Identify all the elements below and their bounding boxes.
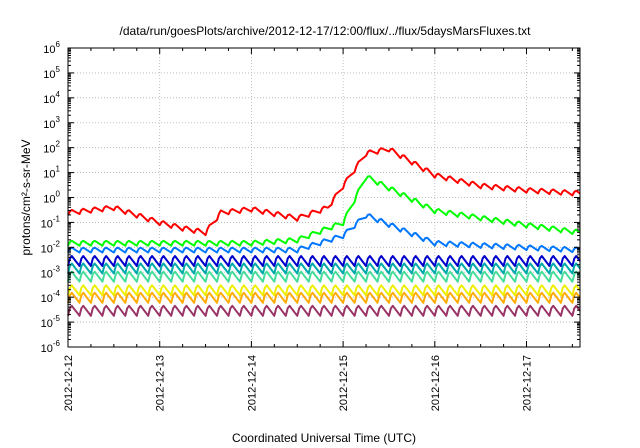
- x-tick-label: 2012-12-17: [522, 355, 534, 411]
- x-tick-label: 2012-12-12: [63, 355, 75, 411]
- y-tick-label: 10-3: [41, 264, 61, 280]
- series-line: [67, 284, 581, 297]
- series-line: [67, 291, 581, 304]
- series-line: [67, 147, 581, 237]
- axis-ticks: [67, 47, 580, 348]
- series-line: [67, 175, 581, 247]
- x-tick-label: 2012-12-14: [246, 355, 258, 411]
- series-line: [67, 270, 581, 283]
- y-tick-label: 104: [43, 90, 60, 106]
- x-tick-label: 2012-12-16: [430, 355, 442, 411]
- series-line: [67, 304, 581, 317]
- chart-title: /data/run/goesPlots/archive/2012-12-17/1…: [120, 24, 532, 38]
- y-tick-label: 105: [43, 65, 60, 81]
- x-tick-labels: 2012-12-12 2012-12-13 2012-12-14 2012-12-15…: [63, 355, 534, 411]
- y-tick-label: 100: [43, 190, 60, 206]
- y-tick-label: 106: [43, 40, 60, 56]
- y-tick-label: 10-6: [41, 339, 61, 355]
- x-tick-label: 2012-12-15: [338, 355, 350, 411]
- y-tick-label: 102: [43, 140, 60, 156]
- data-lines: [67, 147, 581, 317]
- x-axis-label: Coordinated Universal Time (UTC): [232, 431, 416, 445]
- y-tick-labels: 10-6 10-5 10-4 10-3 10-2 10-1 100 101 102 103 104 1…: [41, 40, 61, 355]
- series-line: [67, 262, 581, 275]
- y-axis-label: protons/cm²-s-sr-MeV: [19, 139, 33, 255]
- y-tick-label: 10-1: [41, 214, 61, 230]
- y-tick-label: 10-5: [41, 314, 61, 330]
- y-tick-label: 10-4: [41, 289, 61, 305]
- y-tick-label: 101: [43, 165, 60, 181]
- y-tick-label: 103: [43, 115, 60, 131]
- y-tick-label: 10-2: [41, 239, 61, 255]
- grid: [68, 48, 580, 347]
- series-line: [67, 213, 581, 254]
- x-tick-label: 2012-12-13: [155, 355, 167, 411]
- series-line: [67, 255, 581, 267]
